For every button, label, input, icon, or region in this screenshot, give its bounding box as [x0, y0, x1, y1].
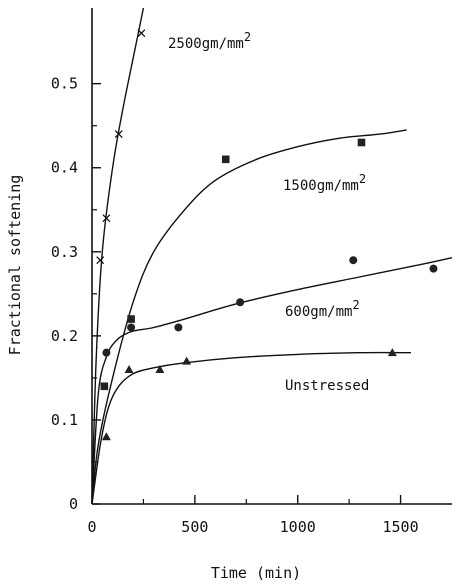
curve-2500gm-mm2 [91, 7, 145, 505]
data-point-600gm-mm2 [349, 256, 358, 265]
y-tick-label: 0.3 [51, 243, 78, 261]
data-point-unstressed [387, 348, 397, 357]
labels: 2500gm/mm2 1500gm/mm2 600gm/mm2 Unstressed [168, 30, 369, 394]
y-tick-label: 0.2 [51, 327, 78, 345]
data-point-600gm-mm2 [102, 348, 111, 357]
curve-unstressed [91, 351, 411, 505]
x-tick-label: 0 [87, 518, 96, 536]
y-tick-label: 0.1 [51, 411, 78, 429]
series-label-1500gm-mm2: 1500gm/mm2 [283, 172, 366, 194]
data-point-unstressed [101, 432, 111, 441]
data-point-2500gm-mm2 [114, 130, 123, 139]
data-point-1500gm-mm2 [127, 315, 135, 323]
data-point-unstressed [155, 364, 165, 373]
data-point-1500gm-mm2 [221, 155, 230, 164]
y-tick-label: 0.4 [51, 159, 78, 177]
series-label-600gm-mm2: 600gm/mm2 [285, 298, 360, 320]
axes: 0 500 1000 1500 0 0.1 0.2 0.3 0.4 0.5 [51, 8, 452, 536]
curve-1500gm-mm2 [91, 129, 407, 505]
series-label-unstressed: Unstressed [285, 378, 369, 394]
data-point-2500gm-mm2 [102, 214, 111, 223]
x-tick-label: 1000 [280, 518, 316, 536]
series-label-2500gm-mm2: 2500gm/mm2 [168, 30, 251, 52]
x-tick-label: 1500 [383, 518, 419, 536]
data-point-unstressed [182, 356, 192, 365]
data-point-600gm-mm2 [174, 323, 183, 332]
y-tick-label: 0 [69, 495, 78, 513]
y-tick-label: 0.5 [51, 75, 78, 93]
x-axis-label: Time (min) [211, 564, 301, 582]
curve-600gm-mm2 [91, 257, 453, 505]
data-point-2500gm-mm2 [96, 256, 105, 265]
y-axis-label: Fractional softening [6, 175, 24, 356]
curves [91, 7, 453, 505]
data-point-600gm-mm2 [429, 264, 438, 273]
data-point-600gm-mm2 [127, 323, 136, 332]
data-point-600gm-mm2 [236, 298, 245, 307]
data-point-1500gm-mm2 [100, 382, 109, 391]
data-point-1500gm-mm2 [357, 138, 366, 147]
markers [96, 29, 438, 441]
data-point-2500gm-mm2 [137, 29, 146, 38]
x-tick-label: 500 [181, 518, 208, 536]
data-point-unstressed [124, 364, 134, 373]
